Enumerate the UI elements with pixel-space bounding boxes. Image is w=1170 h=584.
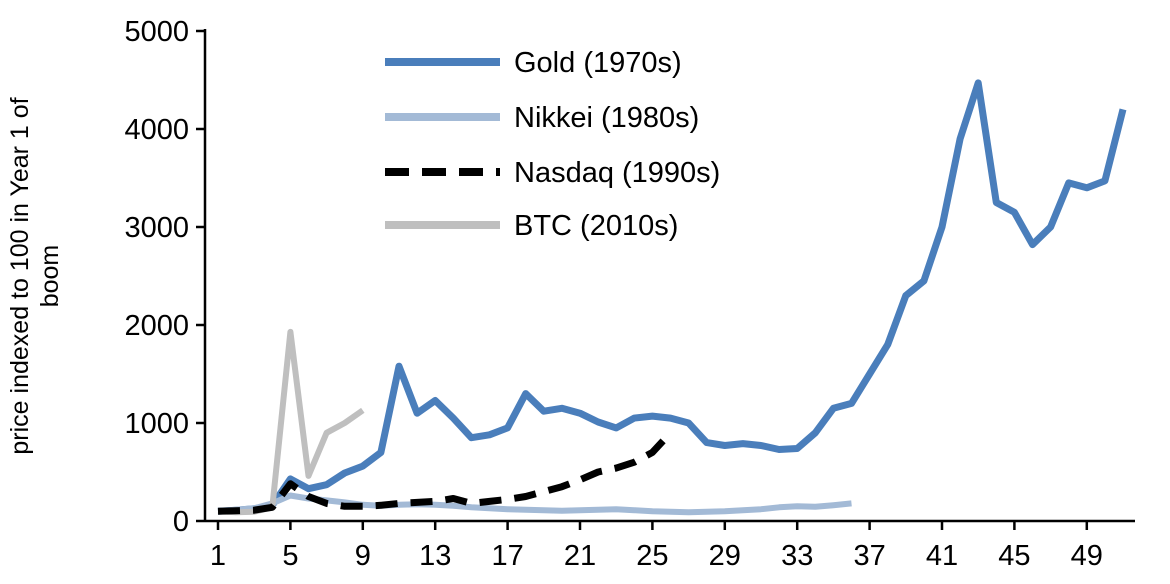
x-tick-label: 5 <box>282 540 298 572</box>
y-tick-label: 2000 <box>124 310 189 342</box>
y-tick-label: 4000 <box>124 114 189 146</box>
x-tick-label: 41 <box>926 540 958 572</box>
legend-item-nasdaq-1990s: Nasdaq (1990s) <box>385 157 720 189</box>
y-tick-label: 3000 <box>124 212 189 244</box>
y-tick-label: 5000 <box>124 16 189 48</box>
x-tick-label: 21 <box>564 540 596 572</box>
y-tick-label: 1000 <box>124 408 189 440</box>
legend-label: Gold (1970s) <box>514 47 682 79</box>
x-tick-label: 1 <box>210 540 226 572</box>
x-tick-label: 37 <box>853 540 885 572</box>
x-tick-label: 49 <box>1071 540 1103 572</box>
x-tick-label: 25 <box>636 540 668 572</box>
y-axis-title-line: boom <box>36 245 64 308</box>
legend-label: Nikkei (1980s) <box>514 102 699 134</box>
x-tick-label: 9 <box>355 540 371 572</box>
series-line-gold-1970s <box>217 79 1127 515</box>
legend-item-nikkei-1980s: Nikkei (1980s) <box>385 102 699 134</box>
legend-item-btc-2010s: BTC (2010s) <box>385 210 678 242</box>
series-line-btc-2010s <box>217 328 365 516</box>
y-axis-title-line: price indexed to 100 in Year 1 of <box>6 97 34 454</box>
y-axis-title: price indexed to 100 in Year 1 of boom <box>6 97 64 454</box>
x-tick-label: 29 <box>709 540 741 572</box>
legend: Gold (1970s) Nikkei (1980s) Nasdaq (1990s)… <box>385 47 720 242</box>
legend-label: BTC (2010s) <box>514 210 678 242</box>
axes: 0 1000 2000 3000 4000 5000 1 5 9 13 17 21 25 29 33 37 41… <box>124 16 1135 572</box>
y-tick-label: 0 <box>173 506 189 538</box>
series-line-nasdaq-1990s <box>217 430 674 515</box>
x-tick-label: 13 <box>419 540 451 572</box>
series-lines <box>217 79 1127 516</box>
legend-label: Nasdaq (1990s) <box>514 157 720 189</box>
x-tick-label: 17 <box>491 540 523 572</box>
x-tick-label: 33 <box>781 540 813 572</box>
x-tick-label: 45 <box>998 540 1030 572</box>
legend-item-gold-1970s: Gold (1970s) <box>385 47 682 79</box>
